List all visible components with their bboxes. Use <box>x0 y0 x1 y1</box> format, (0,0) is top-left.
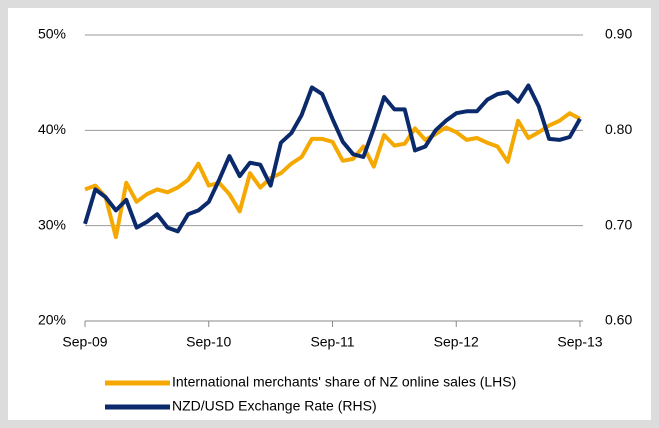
y-tick-label: 40% <box>38 121 66 137</box>
x-tick-label: Sep-11 <box>310 334 354 350</box>
x-tick-label: Sep-09 <box>62 334 107 350</box>
x-tick-label: Sep-10 <box>186 334 231 350</box>
y2-tick-label: 0.80 <box>605 121 632 137</box>
y2-tick-label: 0.70 <box>605 216 632 232</box>
y2-tick-label: 0.90 <box>605 26 632 42</box>
series-line <box>84 111 581 240</box>
y-tick-label: 30% <box>38 216 66 232</box>
x-tick-label: Sep-13 <box>557 334 602 350</box>
y-tick-label: 50% <box>38 26 66 42</box>
series-line <box>83 83 582 234</box>
chart-panel <box>8 8 651 420</box>
x-tick-label: Sep-12 <box>434 334 479 350</box>
legend-label: International merchants' share of NZ onl… <box>172 374 516 390</box>
y-tick-label: 20% <box>38 312 66 328</box>
y2-tick-label: 0.60 <box>605 312 632 328</box>
legend-label: NZD/USD Exchange Rate (RHS) <box>172 398 377 414</box>
